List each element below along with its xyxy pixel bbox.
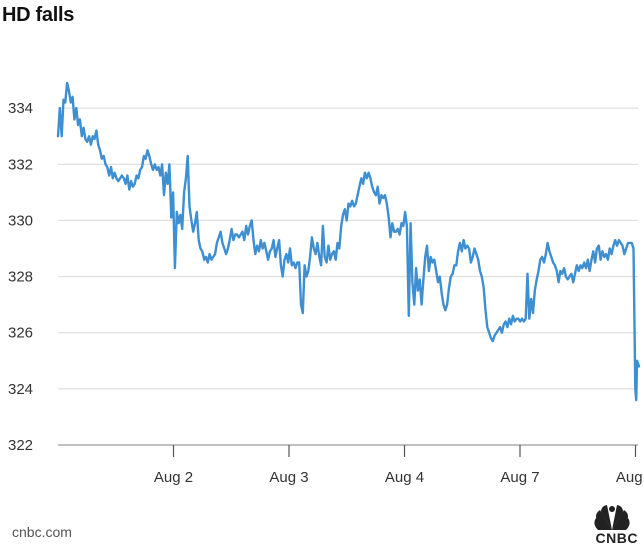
logo-wordmark: CNBC bbox=[595, 530, 638, 546]
y-tick-label: 322 bbox=[8, 437, 33, 454]
y-tick-label: 332 bbox=[8, 156, 33, 173]
chart-title: HD falls bbox=[2, 4, 75, 26]
y-tick-label: 326 bbox=[8, 325, 33, 342]
x-tick-label: Aug 8 bbox=[616, 469, 644, 486]
source-label: cnbc.com bbox=[12, 524, 72, 540]
x-tick-label: Aug 3 bbox=[269, 469, 308, 486]
grid-lines bbox=[58, 107, 638, 446]
y-tick-label: 328 bbox=[8, 269, 33, 286]
peacock-logo-icon bbox=[594, 505, 630, 530]
y-axis-ticks: 322 324 326 328 330 332 334 bbox=[8, 100, 33, 454]
x-tick-label: Aug 7 bbox=[500, 469, 539, 486]
y-tick-label: 330 bbox=[8, 212, 33, 229]
y-tick-label: 324 bbox=[8, 381, 33, 398]
x-tick-label: Aug 2 bbox=[154, 469, 193, 486]
x-tick-label: Aug 4 bbox=[385, 469, 424, 486]
price-line bbox=[56, 81, 641, 402]
x-axis: Aug 2 Aug 3 Aug 4 Aug 7 Aug 8 bbox=[154, 445, 644, 486]
y-tick-label: 334 bbox=[8, 100, 33, 117]
